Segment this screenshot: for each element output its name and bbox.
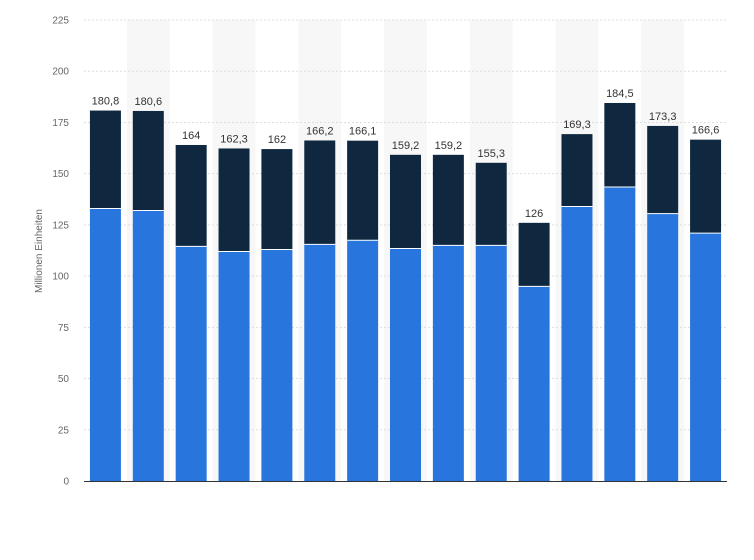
total-labels: 180,8 180,6 164 162,3 162 166,2 166,1 159,2 159,…	[92, 88, 720, 220]
bar-segment-series-1	[518, 286, 550, 481]
total-label: 162	[268, 134, 286, 146]
y-tick-label: 150	[52, 169, 69, 180]
bar-segment-series-1	[690, 233, 722, 481]
total-label: 173,3	[649, 111, 677, 123]
bar-segment-series-1	[390, 248, 421, 481]
total-label: 126	[525, 208, 543, 220]
y-tick-label: 50	[58, 374, 70, 385]
bar-segment-series-2	[432, 154, 464, 246]
total-label: 159,2	[435, 140, 463, 152]
bar-segment-series-1	[432, 245, 464, 481]
y-tick-label: 125	[52, 220, 69, 231]
total-label: 166,2	[306, 125, 334, 137]
bar-segment-series-1	[647, 213, 679, 481]
total-label: 180,8	[92, 96, 120, 108]
y-tick-label: 25	[58, 425, 70, 436]
total-label: 162,3	[220, 133, 248, 145]
bar-segment-series-1	[89, 208, 121, 481]
bar-segment-series-1	[604, 186, 636, 482]
bar-segment-series-2	[475, 162, 507, 246]
y-tick-label: 0	[63, 477, 69, 488]
bar-segment-series-1	[175, 246, 207, 481]
bar-segment-series-1	[304, 244, 336, 481]
total-label: 155,3	[477, 148, 505, 160]
total-label: 166,6	[692, 125, 720, 137]
bar-segment-series-1	[561, 206, 593, 481]
total-label: 169,3	[563, 119, 591, 131]
bar-segment-series-1	[261, 249, 293, 481]
total-label: 159,2	[392, 140, 420, 152]
total-label: 180,6	[135, 96, 163, 108]
bar-segment-series-2	[304, 140, 336, 245]
bar-segment-series-2	[132, 110, 164, 211]
y-tick-label: 225	[52, 16, 69, 27]
y-axis-label: Millionen Einheiten	[34, 209, 45, 293]
total-label: 164	[182, 130, 200, 142]
bar-segment-series-2	[690, 139, 722, 234]
y-tick-label: 200	[52, 67, 69, 78]
y-tick-label: 175	[52, 118, 69, 129]
bar-segment-series-2	[175, 144, 207, 247]
bar-segment-series-2	[347, 140, 379, 241]
bar-segment-series-2	[647, 125, 679, 214]
bar-segment-series-2	[390, 154, 421, 249]
y-tick-label: 75	[58, 323, 70, 334]
bar-segment-series-2	[218, 148, 250, 252]
bars	[89, 102, 722, 482]
bar-segment-series-2	[518, 222, 550, 287]
bar-segment-series-2	[261, 149, 293, 250]
total-label: 166,1	[349, 126, 377, 138]
total-label: 184,5	[606, 88, 634, 100]
y-tick-label: 100	[52, 272, 69, 283]
bar-segment-series-1	[347, 240, 379, 481]
bar-segment-series-2	[561, 134, 593, 207]
bar-segment-series-1	[132, 210, 164, 481]
y-axis-ticks: 0 25 50 75 100 125 150 175 200 225	[52, 16, 69, 488]
bar-segment-series-2	[89, 110, 121, 209]
bar-segment-series-1	[218, 251, 250, 481]
bar-segment-series-2	[604, 102, 636, 187]
bar-segment-series-1	[475, 245, 507, 481]
